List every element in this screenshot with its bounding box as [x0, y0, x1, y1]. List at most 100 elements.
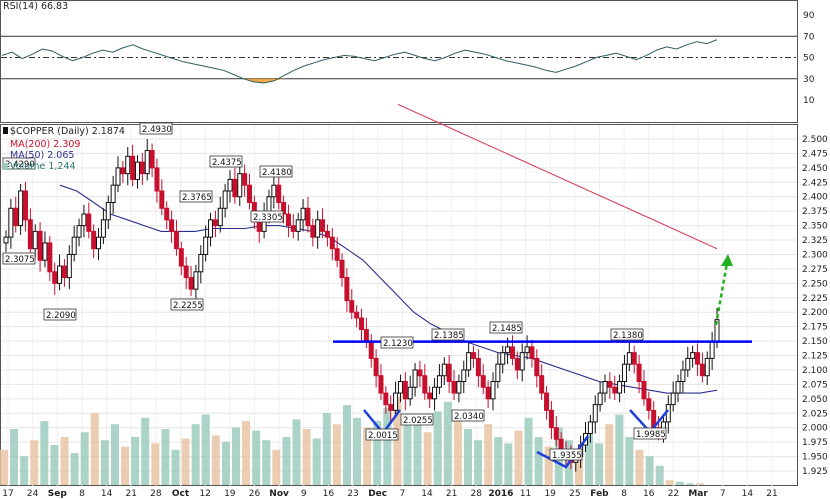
date-tick-label: Feb	[590, 489, 609, 499]
price-tick-label: 2.175	[802, 323, 828, 333]
volume-bar	[514, 430, 523, 485]
candle-body	[500, 352, 506, 365]
candle-body	[446, 363, 452, 383]
candle-body	[466, 352, 472, 371]
date-tick-label: 19	[224, 489, 236, 499]
candle-body	[232, 178, 238, 198]
volume-bar	[181, 438, 190, 485]
candle-body	[57, 265, 63, 284]
date-tick-label: 7	[399, 489, 405, 499]
candle-body	[670, 392, 676, 406]
candle-body	[475, 357, 481, 377]
volume-bar	[232, 427, 240, 485]
callout-box	[2, 252, 36, 265]
volume-bar	[201, 414, 210, 485]
candle-body	[339, 259, 345, 279]
candle-body	[607, 381, 613, 388]
callout-box	[250, 210, 284, 223]
volume-bar	[20, 456, 29, 485]
volume-bar	[141, 417, 150, 485]
candle-body	[359, 317, 364, 331]
date-tick-label: Dec	[368, 489, 387, 499]
date-tick-label: 28	[471, 489, 483, 499]
price-tick-label: 2.075	[802, 380, 828, 390]
volume-bar	[524, 417, 533, 485]
volume-bar	[635, 449, 644, 485]
volume-bar	[685, 483, 694, 485]
candle-body	[436, 375, 442, 388]
callout-label: 2.1485	[492, 324, 522, 334]
volume-bar	[312, 438, 321, 485]
candle-body	[378, 375, 384, 394]
volume-bar	[675, 481, 684, 485]
price-tick-label: 1.975	[802, 438, 828, 448]
volume-bar	[70, 453, 79, 485]
head-mark	[536, 435, 590, 469]
candle-body	[315, 219, 321, 238]
callout-box	[400, 413, 434, 426]
candle-body	[636, 363, 642, 383]
candle-body	[66, 253, 72, 279]
candle-body	[222, 190, 228, 209]
candle-body	[281, 202, 287, 215]
price-tick-label: 2.225	[802, 294, 828, 304]
volume-bar	[665, 480, 674, 485]
volume-bar	[655, 465, 664, 485]
candle-body	[524, 346, 530, 354]
callout-box	[489, 321, 523, 334]
rsi-axis: 90 70 50 30 10	[803, 11, 815, 106]
volume-bar	[403, 414, 412, 485]
candle-body	[47, 242, 53, 273]
callout-box	[179, 190, 213, 203]
ma50-legend-text: MA(50) 2.065	[10, 150, 74, 161]
candle-body	[91, 230, 97, 250]
candle-body	[675, 381, 681, 394]
candle-body	[505, 346, 511, 354]
volume-bar	[50, 445, 59, 485]
candle-body	[480, 375, 486, 388]
target-arrow-shaft	[714, 262, 729, 326]
candle-body	[320, 219, 326, 232]
rsi-tick-label: 30	[803, 75, 815, 85]
callout-label: 2.3765	[182, 193, 212, 203]
candle-body	[422, 375, 428, 394]
candle-body	[86, 213, 92, 232]
candle-body	[125, 155, 131, 175]
candle-body	[427, 392, 433, 400]
candle-body	[100, 219, 106, 238]
candle-body	[412, 369, 418, 388]
volume-bar	[474, 440, 483, 485]
candle-body	[690, 352, 696, 359]
date-tick-label: 14	[421, 489, 433, 499]
candle-body	[120, 167, 126, 175]
candle-body	[539, 375, 545, 394]
date-tick-label: 25	[569, 489, 580, 499]
volume-bar	[211, 435, 220, 485]
legend-swatch-price	[3, 127, 8, 134]
candle-body	[134, 161, 140, 180]
volume-bar	[171, 449, 180, 485]
candle-body	[699, 363, 705, 377]
volume-bar	[605, 424, 614, 485]
date-tick-label: 2016	[488, 489, 513, 499]
candle-body	[461, 369, 467, 383]
price-tick-label: 2.025	[802, 409, 828, 419]
candle-body	[407, 386, 413, 400]
candle-body	[534, 357, 540, 377]
callout-label: 2.1380	[613, 331, 643, 341]
candle-body	[680, 369, 686, 383]
volume-bar	[242, 421, 251, 485]
candle-body	[334, 248, 340, 261]
callout-box	[451, 409, 485, 422]
candle-body	[602, 381, 608, 394]
candle-body	[193, 271, 199, 290]
candle-body	[402, 381, 408, 400]
candle-body	[32, 230, 38, 250]
volume-bar	[60, 437, 69, 485]
candle-body	[178, 248, 184, 267]
candle-body	[544, 392, 550, 411]
date-tick-label: 17	[2, 489, 13, 499]
volume-bar	[544, 446, 553, 485]
candle-body	[519, 352, 525, 371]
volume-bar	[282, 437, 291, 485]
